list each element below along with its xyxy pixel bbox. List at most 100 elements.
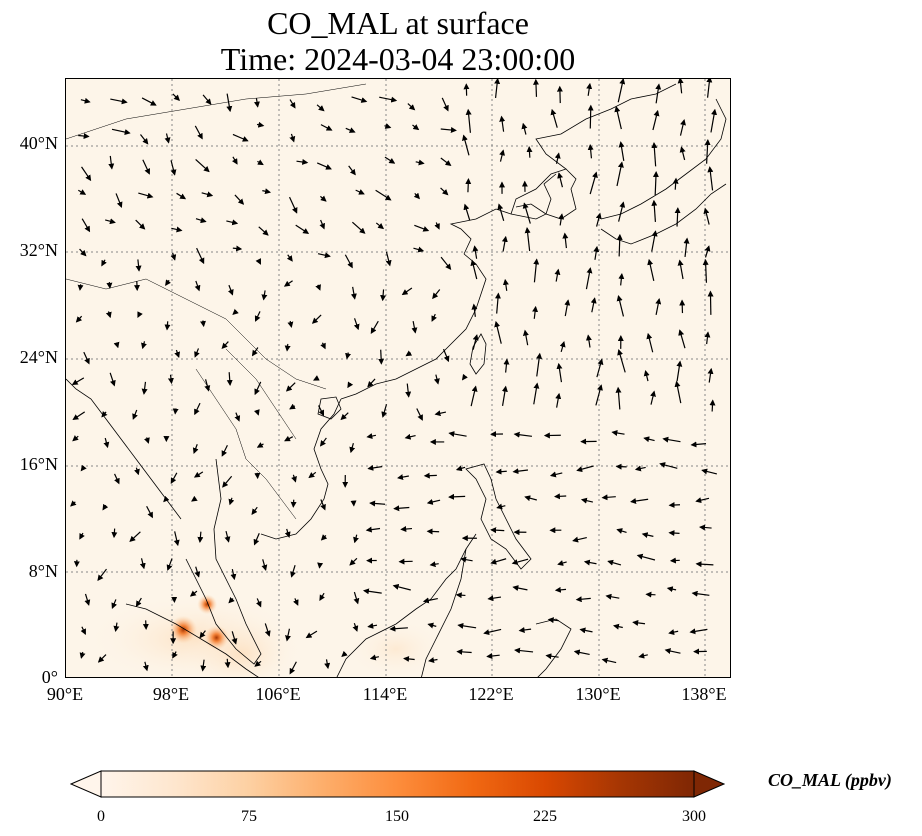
wind-vector [618,201,626,222]
wind-vector [369,654,380,661]
wind-vector [672,177,679,190]
wind-vector [261,290,268,301]
wind-vector [579,627,593,634]
wind-vector [616,161,624,187]
wind-vector [106,281,113,289]
wind-vector [455,465,466,472]
colorbar-tick-75: 75 [241,808,257,825]
wind-vector [256,121,265,128]
wind-vector [554,152,561,164]
wind-vector [345,127,356,133]
wind-vector [231,631,238,645]
wind-vector [84,593,91,606]
wind-vector [320,124,333,131]
wind-vector [380,289,387,302]
wind-vector [255,258,261,265]
lon-label-114e: 114°E [362,684,408,704]
map-time: Time: 2024-03-04 23:00:00 [220,41,576,77]
wind-vector [135,219,146,230]
wind-vector [550,108,558,128]
wind-vector [378,349,385,365]
wind-vector [349,443,356,454]
wind-vector [324,659,331,670]
wind-vector [341,650,348,658]
wind-vector [170,472,178,484]
wind-vector [228,596,235,604]
wind-vector [553,493,567,500]
wind-vector [193,471,204,478]
wind-vector [316,104,325,112]
wind-vector [313,375,320,381]
wind-vector [652,109,660,131]
wind-vector [455,592,466,599]
concentration-field [86,594,446,677]
wind-vector [101,411,108,418]
wind-vector [347,381,354,389]
wind-vector [254,381,262,396]
wind-vector [575,596,591,603]
wind-vector [192,444,199,454]
wind-vector [253,533,260,546]
wind-vector [285,628,291,642]
wind-vector [513,431,532,438]
wind-vector [683,237,690,258]
wind-vector [221,341,229,350]
wind-vector [231,156,238,165]
wind-vector [232,133,249,142]
wind-vector [607,559,622,566]
wind-vector [224,658,231,669]
wind-vector [487,595,502,602]
wind-vector [293,598,299,606]
wind-vector [699,524,712,531]
wind-vector [411,321,418,334]
wind-vector [583,559,597,566]
map-panel[interactable] [65,78,731,678]
lon-label-122e: 122°E [468,684,514,704]
wind-vector [555,392,562,408]
wind-vector [289,661,297,675]
wind-vector [679,119,686,136]
lat-label-40n: 40°N [19,133,58,153]
wind-vector [226,93,233,113]
wind-vector [284,528,291,538]
wind-vector [695,497,710,504]
wind-vector [587,143,594,159]
wind-vector [111,599,118,610]
wind-vector [199,630,206,639]
wind-vector [200,659,207,672]
wind-vector [367,378,376,388]
wind-vector [110,98,128,105]
wind-vector [636,553,656,561]
map-title: CO_MAL at surface [267,5,529,41]
wind-vector [463,203,471,221]
wind-vector [679,146,686,161]
wind-vector [289,403,296,410]
wind-vector [227,284,234,296]
map-canvas [66,79,730,677]
wind-vector [340,412,349,421]
wind-vector [144,437,150,444]
wind-vector [415,159,425,166]
wind-vector [618,141,625,162]
wind-vector [431,313,437,322]
wind-vector [108,155,115,170]
wind-vector [434,410,447,417]
wind-vector [111,128,131,135]
wind-vector [75,315,83,323]
wind-vector [224,531,231,543]
wind-vector [291,474,297,483]
wind-vector [549,471,563,478]
wind-vector [695,561,714,568]
colorbar-label: CO_MAL (ppbv) [768,770,892,790]
wind-vector [232,245,243,252]
wind-vector [164,321,171,331]
wind-vector [139,558,146,570]
wind-vector [115,193,123,209]
wind-vector [494,320,502,344]
wind-vector [316,162,332,170]
wind-vector [617,79,626,103]
wind-vector [533,382,540,405]
wind-vector [674,207,681,227]
wind-vector [286,254,293,262]
wind-vector [234,412,241,422]
